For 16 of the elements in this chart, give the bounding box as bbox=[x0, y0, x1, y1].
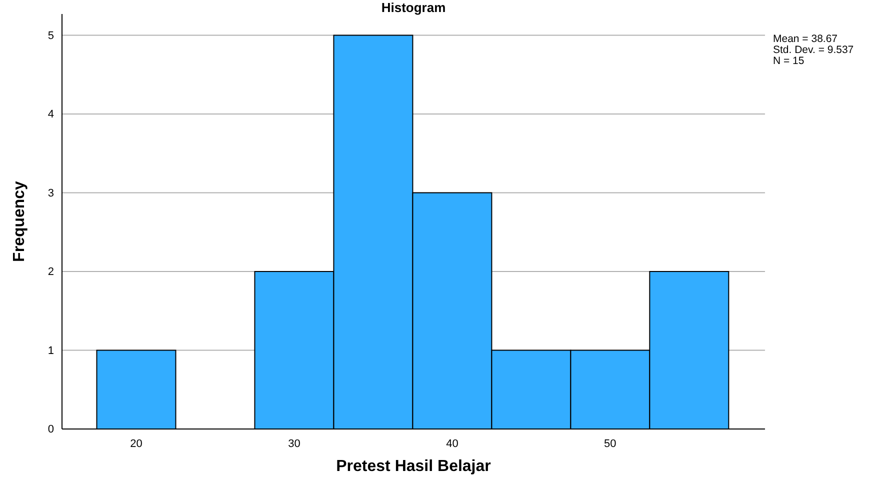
y-tick-label: 2 bbox=[48, 266, 54, 278]
y-tick-label: 3 bbox=[48, 187, 54, 200]
text: N = 15 bbox=[773, 55, 804, 67]
y-tick-label: 1 bbox=[48, 344, 54, 357]
y-axis-title: Frequency bbox=[11, 180, 28, 262]
y-tick-label: 4 bbox=[48, 108, 54, 121]
y-tick-label: 5 bbox=[48, 30, 54, 42]
chart-title: Histogram bbox=[381, 0, 446, 15]
x-tick-label: 40 bbox=[446, 438, 458, 450]
text: Std. Dev. = 9.537 bbox=[773, 44, 854, 56]
x-axis-title: Pretest Hasil Belajar bbox=[336, 458, 491, 475]
x-tick-label: 30 bbox=[288, 438, 300, 450]
y-tick-label: 0 bbox=[48, 424, 54, 436]
x-tick-label: 20 bbox=[130, 438, 142, 450]
text: Mean = 38.67 bbox=[773, 33, 838, 45]
x-tick-label: 50 bbox=[604, 438, 616, 450]
